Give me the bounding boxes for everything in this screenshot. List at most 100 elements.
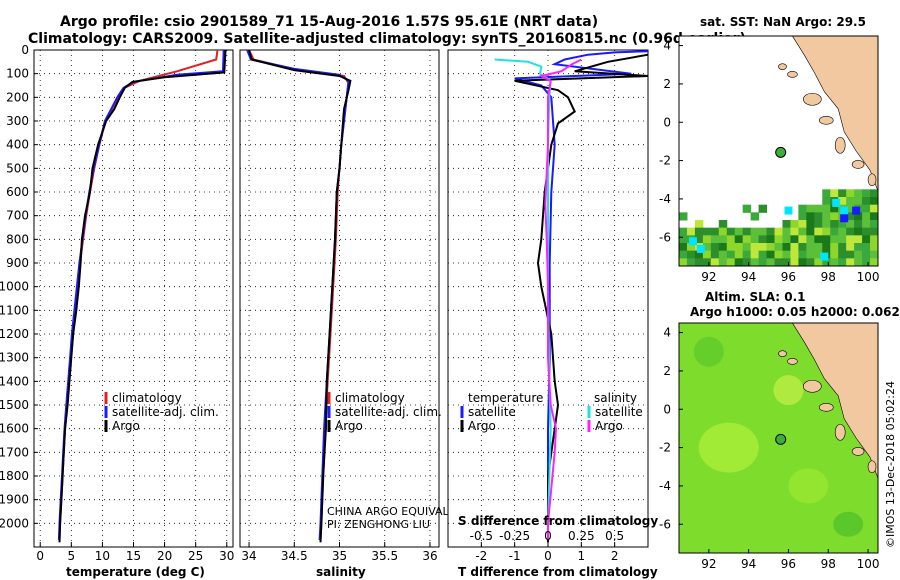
sst-pixel xyxy=(862,250,871,259)
sst-pixel xyxy=(774,250,783,259)
x-tick-label: 35 xyxy=(332,549,347,563)
sla-anomaly-patch xyxy=(788,468,829,504)
sst-pixel xyxy=(870,243,879,252)
sst-pixel xyxy=(718,243,728,252)
sst-pixel xyxy=(782,220,791,229)
depth-tick-label: 1500 xyxy=(0,398,29,412)
sst-pixel xyxy=(830,227,839,236)
legend-satellite-adj: satellite-adj. clim. xyxy=(335,405,442,419)
sst-pixel xyxy=(806,235,815,244)
sst-pixel xyxy=(710,235,720,244)
s-axis-tick-label: 0.5 xyxy=(605,529,624,543)
sst-pixel xyxy=(838,235,847,244)
legend-temperature-title: temperature xyxy=(468,391,543,405)
temperature-xlabel: temperature (deg C) xyxy=(66,565,205,579)
sst-pixel xyxy=(822,189,831,198)
sst-pixel xyxy=(870,227,879,236)
annotation-line-2: PI: ZENGHONG LIU xyxy=(327,518,430,531)
sst-pixel xyxy=(846,258,855,267)
sst-pixel xyxy=(814,235,823,244)
sst-pixel xyxy=(710,250,720,259)
sst-pixel xyxy=(830,258,839,267)
sst-pixel-cold xyxy=(784,206,793,215)
island xyxy=(867,460,877,474)
sst-pixel xyxy=(854,235,863,244)
sst-pixel xyxy=(726,235,736,244)
island xyxy=(818,116,834,125)
sst-pixel xyxy=(718,235,728,244)
sst-pixel xyxy=(790,227,799,236)
sst-pixel xyxy=(742,258,752,267)
sst-pixel xyxy=(710,258,720,267)
sst-pixel xyxy=(694,220,704,229)
sst-pixel xyxy=(822,227,831,236)
sst-pixel xyxy=(766,235,776,244)
sla-map-panel: Altim. SLA: 0.1 Argo h1000: 0.05 h2000: … xyxy=(659,290,900,571)
sst-pixel xyxy=(758,258,768,267)
sst-pixel xyxy=(798,204,807,213)
sst-pixel xyxy=(742,204,752,213)
sst-pixel xyxy=(726,227,736,236)
salinity-xlabel: salinity xyxy=(316,565,366,579)
sst-pixel xyxy=(734,258,744,267)
sst-pixel xyxy=(734,250,744,259)
sla-anomaly-patch xyxy=(833,511,864,537)
sst-pixel xyxy=(846,204,855,213)
series-line-argo xyxy=(248,49,352,543)
depth-tick-label: 700 xyxy=(6,209,29,223)
x-tick-label: 36 xyxy=(422,549,437,563)
map-lon-label: 98 xyxy=(821,270,836,284)
sst-pixel xyxy=(854,243,863,252)
difference-panel: -2 -1 0 1 2 -0.5 -0.25 0 0.25 0.5 T difference f… xyxy=(447,49,658,579)
sst-pixel xyxy=(694,258,704,267)
sst-pixel xyxy=(750,243,760,252)
sst-pixel xyxy=(830,243,839,252)
sst-pixel xyxy=(854,258,863,267)
sst-pixel xyxy=(782,250,791,259)
sst-pixel xyxy=(782,235,791,244)
sst-pixel xyxy=(758,204,768,213)
sst-pixel xyxy=(694,227,704,236)
s-axis-tick-label: 0.25 xyxy=(568,529,595,543)
sst-pixel xyxy=(870,197,879,206)
legend-salinity-title: salinity xyxy=(594,391,637,405)
sst-pixel xyxy=(742,227,752,236)
sst-pixel xyxy=(846,243,855,252)
sst-pixel xyxy=(694,250,704,259)
sst-pixel xyxy=(814,243,823,252)
legend-argo: Argo xyxy=(112,419,140,433)
depth-tick-label: 1700 xyxy=(0,445,29,459)
sst-pixel xyxy=(686,243,696,252)
sst-pixel xyxy=(846,250,855,259)
island xyxy=(851,447,865,456)
sst-pixel xyxy=(734,227,744,236)
sst-pixel xyxy=(710,243,720,252)
depth-tick-label: 1000 xyxy=(0,280,29,294)
sla-map-subtitle: Argo h1000: 0.05 h2000: 0.062 xyxy=(690,305,900,319)
sst-pixel xyxy=(838,243,847,252)
sst-pixel xyxy=(790,235,799,244)
island xyxy=(834,136,846,154)
island xyxy=(787,71,798,78)
sst-pixel xyxy=(774,258,783,267)
depth-tick-label: 1600 xyxy=(0,422,29,436)
sst-pixel xyxy=(862,204,871,213)
sst-pixel xyxy=(679,235,688,244)
x-tick-label: 2 xyxy=(611,549,619,563)
legend-satellite-adj: satellite-adj. clim. xyxy=(112,405,219,419)
sst-pixel xyxy=(750,212,760,221)
sst-pixel xyxy=(830,220,839,229)
difference-xlabel-salinity: S difference from climatology xyxy=(458,514,658,528)
sst-pixel-cold xyxy=(840,206,849,215)
depth-tick-label: 1100 xyxy=(0,303,29,317)
map-lon-label: 96 xyxy=(781,557,796,571)
sst-pixel xyxy=(686,227,696,236)
salinity-axes xyxy=(239,49,440,548)
sst-pixel xyxy=(806,227,815,236)
sst-pixel xyxy=(790,250,799,259)
sst-pixel xyxy=(822,220,831,229)
temperature-axes xyxy=(33,49,234,548)
sla-anomaly-patch xyxy=(693,336,724,367)
sst-pixel xyxy=(846,227,855,236)
